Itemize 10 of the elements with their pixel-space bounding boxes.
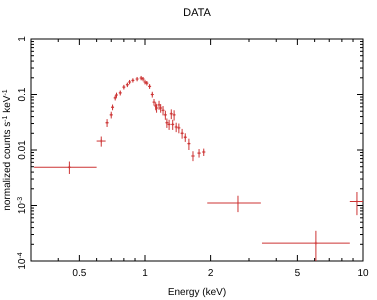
x-tick-label: 1: [142, 268, 148, 279]
x-tick-label: 10: [357, 268, 369, 279]
x-tick-label: 0.5: [72, 268, 87, 279]
x-axis-title: Energy (keV): [168, 287, 226, 298]
x-tick-label: 5: [294, 268, 301, 279]
chart-title: DATA: [183, 7, 212, 19]
y-tick-label: 1: [17, 36, 28, 42]
x-tick-label: 2: [208, 268, 214, 279]
y-tick-label: 0.01: [17, 140, 28, 160]
y-tick-label: 0.1: [17, 87, 28, 102]
